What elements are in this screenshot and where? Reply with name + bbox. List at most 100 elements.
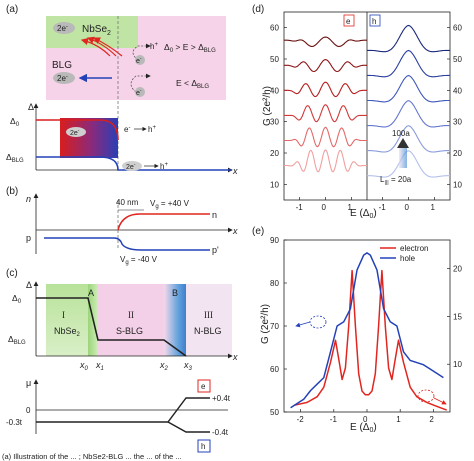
d-curves — [284, 24, 451, 178]
d-hole-curve — [366, 49, 451, 78]
region-iii-roman: III — [204, 310, 213, 320]
d-ytick-label: 20 — [270, 149, 279, 158]
d-arrow-top-label: 100a — [392, 129, 410, 138]
gap-top-curve — [36, 119, 119, 141]
d-xtick-label: 1 — [347, 203, 352, 212]
e-xtick-label: 2 — [429, 415, 434, 424]
d-ytick-right-label: 50 — [453, 55, 462, 64]
caption-fragment: (a) Illustration of the ... ; NbSe2-BLG … — [2, 452, 182, 461]
cooper-pair-icon-lower — [53, 72, 75, 84]
d-ytick-right-label: 10 — [453, 180, 462, 189]
b-width-label: 40 nm — [116, 198, 139, 207]
d-electron-curve — [284, 59, 367, 73]
e-xtick-label: 0 — [363, 415, 368, 424]
panel-d-label: (d) — [252, 4, 264, 15]
andreev-arrow-3 — [92, 37, 123, 57]
e-xtick-label: 1 — [396, 415, 401, 424]
blg-label: BLG — [52, 60, 72, 71]
mu-upper-line — [36, 397, 210, 423]
panel-b: (b) n x 40 nm Vg = +40 V n p p' Vg = -40… — [6, 186, 238, 266]
d-xtick-label: 0 — [322, 203, 327, 212]
electron-pair-label-lower: 2e- — [57, 74, 68, 83]
panel-e: (e) 50 60 70 80 90 10 15 20 -2 -1 0 1 2 electron hol… — [252, 226, 462, 434]
electron-label-upper: e- — [136, 56, 142, 65]
e-ytick-label: 80 — [270, 279, 279, 288]
d-ytick-right-label: 20 — [453, 149, 462, 158]
b-n-axis: n — [26, 194, 31, 204]
d-hole-curve — [366, 125, 451, 153]
c-deltablg-label: ΔBLG — [8, 334, 26, 346]
e-series-hole — [290, 252, 444, 409]
d-ytick-right-label: 60 — [453, 24, 462, 33]
mu-upper-label: +0.4t — [212, 394, 231, 403]
d-xtick-label: 0 — [405, 203, 410, 212]
mu-box-h-label: h — [201, 442, 205, 451]
e-dashed-circle-hole — [309, 315, 327, 329]
e-ytick-label: 50 — [270, 408, 279, 417]
b-p-label: p — [26, 233, 31, 243]
reflection-loop-lower — [130, 73, 151, 93]
e-ytick-label: 70 — [270, 322, 279, 331]
c-delta-axis: Δ — [26, 280, 32, 290]
gap-e-label: e- — [124, 125, 130, 134]
region-iii-name: N-BLG — [194, 326, 222, 336]
a-delta0-label: Δ0 — [10, 116, 20, 128]
b-vg-neg: Vg = -40 V — [120, 255, 158, 266]
c-x3: x3 — [183, 360, 193, 372]
d-ytick-label: 30 — [270, 118, 279, 127]
d-hole-curve — [367, 75, 450, 103]
d-xtick-label: -1 — [296, 203, 304, 212]
region-ii-name: S-BLG — [116, 326, 143, 336]
mu-left-label: -0.3t — [6, 418, 23, 427]
electron-icon-lower — [135, 87, 145, 97]
e-xlabel: E (Δ0) — [350, 422, 377, 434]
e-arrow-electron — [433, 397, 447, 405]
nbse2-label: NbSe2 — [82, 24, 111, 37]
e-dashed-circle-electron — [417, 389, 435, 403]
a-x-label: x — [232, 166, 238, 176]
c-x0: x0 — [79, 360, 89, 372]
d-ytick-label: 60 — [270, 24, 279, 33]
d-legend-h-box — [369, 14, 381, 27]
gap-h-label: h+ — [148, 125, 156, 134]
mu-lower-label: -0.4t — [212, 428, 229, 437]
d-y-ticks: 10 20 30 40 50 60 10 20 30 40 50 60 — [270, 24, 462, 190]
d-xtick-label: -1 — [379, 203, 387, 212]
d-electron-curve — [284, 81, 367, 98]
d-hole-curve — [367, 24, 450, 53]
cooper-pair-gap-icon — [66, 127, 86, 137]
d-ytick-right-label: 40 — [453, 86, 462, 95]
panel-c-label: (c) — [6, 268, 18, 279]
region-nblg — [186, 284, 232, 356]
b-n-label: n — [212, 210, 217, 220]
panel-a-label: (a) — [6, 4, 18, 15]
e-series-electron — [293, 269, 447, 411]
hole-label-a: h+ — [150, 42, 158, 51]
region-b-tag: B — [172, 288, 178, 298]
d-ylabel: G (2e²/h) — [262, 86, 273, 126]
c-x-label: x — [232, 352, 238, 362]
condition-lower: E < ΔBLG — [176, 78, 209, 90]
e-ytick-label: 90 — [270, 236, 279, 245]
e-xtick-label: -1 — [330, 415, 338, 424]
e-ticks: 50 60 70 80 90 10 15 20 -2 -1 0 1 2 — [270, 236, 462, 424]
panel-b-label: (b) — [6, 186, 18, 197]
c-x1: x1 — [95, 360, 104, 372]
d-hole-curve — [367, 100, 450, 128]
e-ytick-right-label: 15 — [453, 312, 462, 321]
d-xtick-label: 1 — [430, 203, 435, 212]
electron-icon-upper — [135, 55, 145, 65]
mu-axis-label: μ — [26, 378, 31, 388]
b-n-curve — [117, 213, 210, 231]
c-x2: x2 — [159, 360, 169, 372]
electron-label-lower: e- — [136, 88, 142, 97]
panel-e-label: (e) — [252, 226, 264, 237]
e-xtick-label: -2 — [297, 415, 305, 424]
a-delta-axis: Δ — [28, 102, 34, 112]
d-ytick-label: 40 — [270, 86, 279, 95]
d-arrow-bottom-label: L||| = 20a — [380, 175, 412, 186]
reflection-loop-upper — [132, 43, 151, 61]
e-ytick-label: 60 — [270, 365, 279, 374]
andreev-arrow-1 — [80, 37, 111, 57]
gap-pair-label: 2e- — [70, 128, 80, 137]
